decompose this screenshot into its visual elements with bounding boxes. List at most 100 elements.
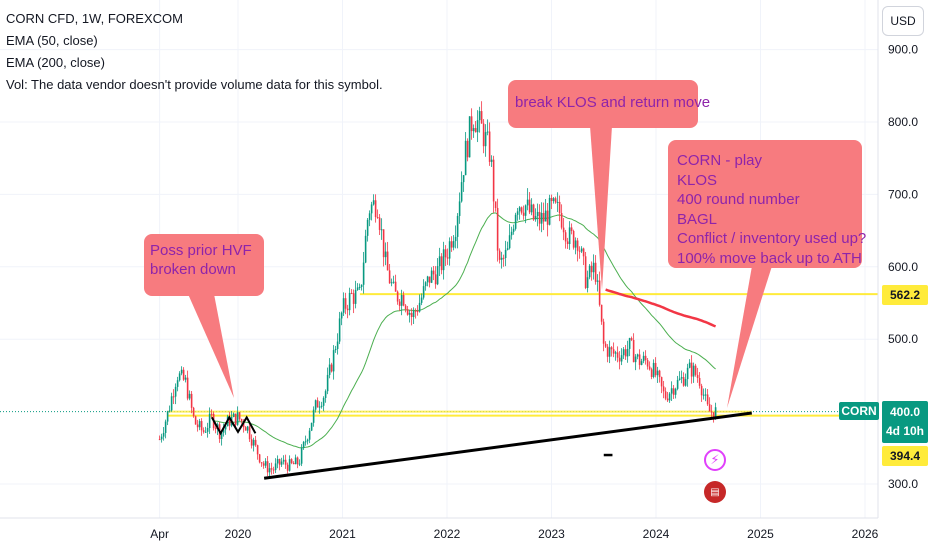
candle-body-up [642, 355, 645, 362]
time-tick-label: 2025 [747, 527, 774, 541]
candle-body-up [592, 262, 595, 273]
hvf-zigzag [211, 415, 257, 436]
candle-body-down [374, 200, 377, 218]
candle-body-up [342, 298, 345, 313]
candle-body-down [402, 295, 405, 306]
legend-ema50[interactable]: EMA (50, close) [6, 33, 98, 48]
candle-body-down [560, 213, 563, 228]
candle-body-down [278, 459, 281, 465]
legend-ema200[interactable]: EMA (200, close) [6, 55, 105, 70]
candle-body-down [520, 207, 523, 213]
candle-body-down [578, 250, 581, 252]
candle-body-down [398, 301, 401, 306]
candle-body-down [406, 309, 409, 315]
level-tag-562: 562.2 [882, 285, 928, 305]
candle-body-up [526, 199, 529, 206]
candle-body-up [380, 229, 383, 231]
candle-body-down [186, 377, 189, 399]
callout-play-line6: 100% move back up to ATH [677, 249, 862, 267]
candle-body-up [354, 289, 357, 304]
candle-body-up [188, 393, 191, 399]
legend-symbol[interactable]: CORN CFD, 1W, FOREXCOM [6, 11, 183, 26]
candle-body-up [704, 394, 707, 396]
time-tick-label: 2024 [643, 527, 670, 541]
candle-body-up [328, 364, 331, 375]
candle-body-up [568, 227, 571, 245]
level-tag-394: 394.4 [882, 446, 928, 466]
candle-body-up [552, 198, 555, 202]
candle-body-down [196, 424, 199, 428]
candle-body-down [644, 355, 647, 361]
candle-body-down [346, 308, 349, 311]
candle-body-up [268, 468, 271, 473]
candle-body-down [590, 265, 593, 273]
candle-body-down [286, 464, 289, 471]
candle-body-up [208, 413, 211, 429]
candle-body-down [546, 210, 549, 225]
candle-body-down [194, 416, 197, 425]
candle-body-up [468, 116, 471, 158]
candle-body-up [348, 292, 351, 311]
candle-body-up [518, 207, 521, 212]
candle-body-down [570, 227, 573, 232]
candle-body-down [658, 370, 661, 378]
play-callout-pointer [727, 266, 772, 408]
candle-body-up [688, 362, 691, 368]
candle-body-down [240, 419, 243, 422]
candle-body-up [702, 394, 705, 396]
us-flag-event-icon[interactable]: ▤ [704, 481, 726, 503]
candle-body-up [512, 228, 515, 232]
currency-button[interactable]: USD [882, 6, 924, 36]
candle-body-down [202, 430, 205, 432]
candle-body-down [558, 201, 561, 214]
candle-body-up [366, 219, 369, 236]
legend-volume[interactable]: Vol: The data vendor doesn't provide vol… [6, 77, 383, 92]
candle-body-down [638, 354, 641, 365]
time-tick-label: 2023 [538, 527, 565, 541]
candle-body-down [450, 241, 453, 248]
candle-body-down [350, 292, 353, 294]
candle-body-down [502, 257, 505, 259]
lightning-event-icon[interactable]: ⚡ [704, 449, 726, 471]
candle-body-up [684, 379, 687, 386]
candle-body-up [424, 282, 427, 287]
candle-body-down [666, 398, 669, 401]
candle-body-up [548, 197, 551, 225]
candle-body-down [582, 248, 585, 257]
candle-body-down [200, 421, 203, 431]
candle-body-down [394, 281, 397, 292]
candle-body-up [224, 426, 227, 430]
candle-body-down [528, 199, 531, 213]
candle-body-up [412, 310, 415, 317]
candle-body-up [298, 463, 301, 465]
time-tick-label: 2022 [434, 527, 461, 541]
candle-body-up [308, 430, 311, 440]
candle-body-down [712, 412, 715, 419]
candle-body-up [294, 457, 297, 465]
callout-play: CORN - play KLOS 400 round number BAGL C… [677, 151, 866, 268]
candle-body-up [222, 429, 225, 433]
candle-body-up [458, 201, 461, 216]
candle-body-up [164, 421, 167, 433]
candle-body-down [672, 388, 675, 395]
candle-body-down [710, 411, 713, 413]
candle-body-up [310, 422, 313, 431]
candle-body-up [556, 201, 559, 203]
candle-body-up [484, 132, 487, 147]
candle-body-down [632, 339, 635, 363]
candle-body-down [292, 462, 295, 465]
candle-body-up [206, 428, 209, 432]
price-tick-label: 600.0 [888, 260, 918, 274]
candle-body-down [648, 366, 651, 370]
candle-body-up [174, 386, 177, 397]
candle-body-down [708, 404, 711, 412]
candle-body-up [420, 297, 423, 303]
time-tick-label: 2021 [329, 527, 356, 541]
candle-body-up [282, 459, 285, 462]
candle-body-up [364, 235, 367, 263]
candle-body-down [572, 231, 575, 248]
candle-body-up [476, 120, 479, 133]
candle-body-down [584, 256, 587, 288]
candle-body-up [504, 249, 507, 259]
